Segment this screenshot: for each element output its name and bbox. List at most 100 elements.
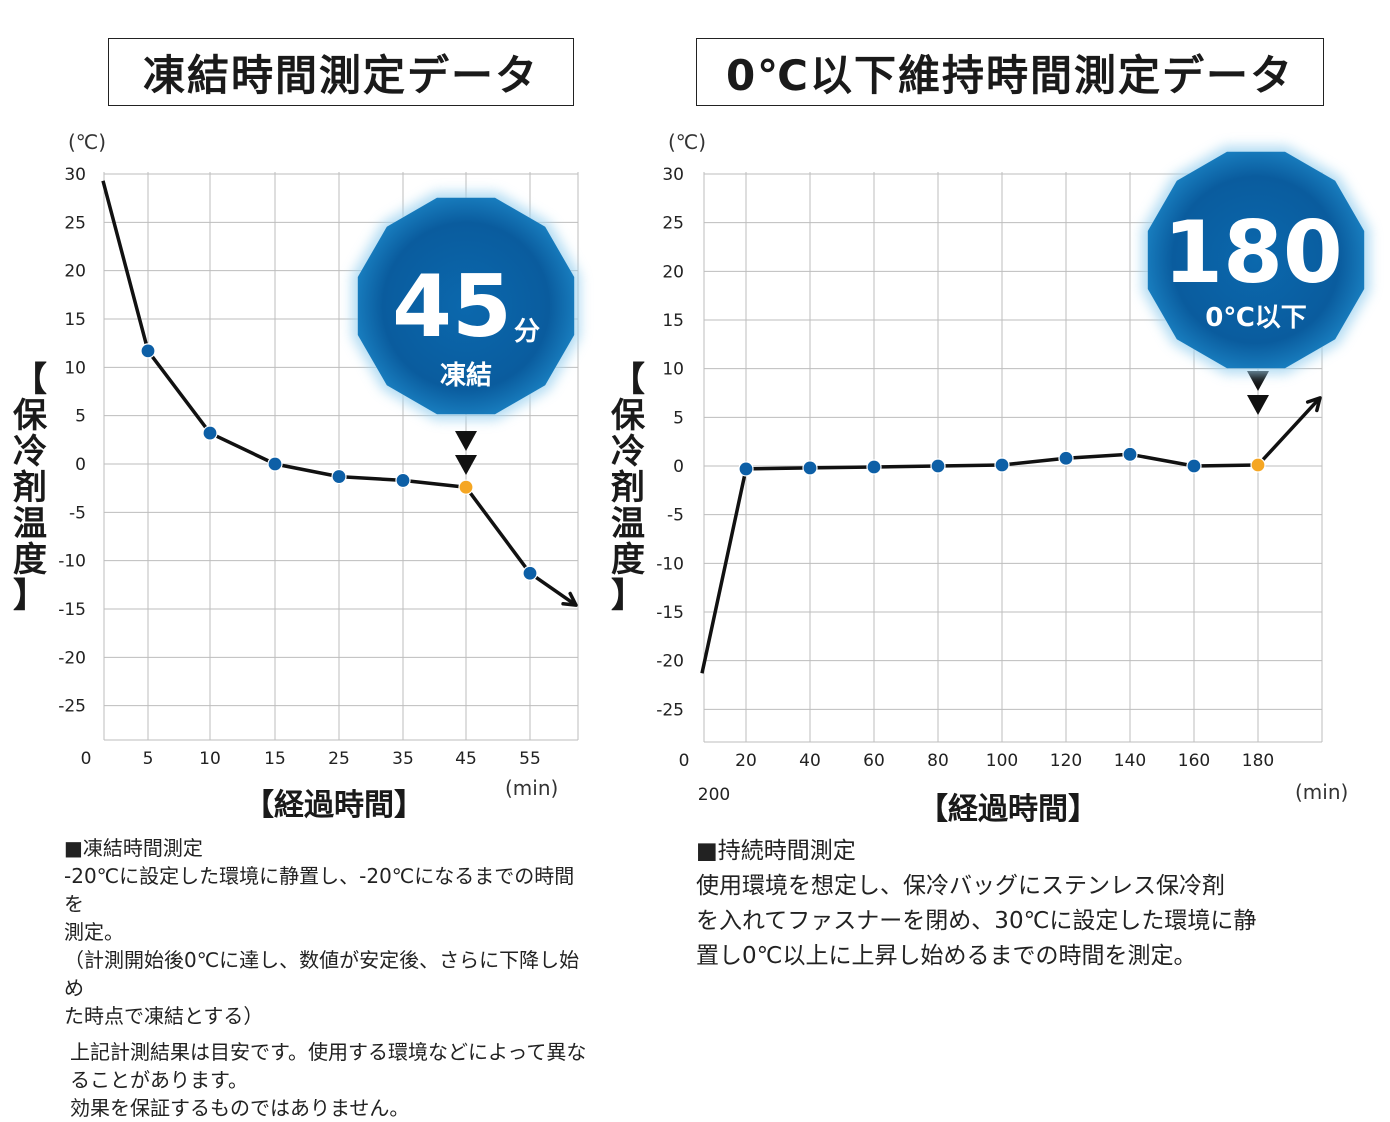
y-axis-title-char: 度 <box>611 540 645 580</box>
y-axis-title-char: 【 <box>611 360 645 400</box>
y-tick-label: -5 <box>69 503 86 523</box>
note-line: ■持続時間測定 <box>696 838 856 864</box>
down-triangle-icon <box>455 431 477 451</box>
y-tick-label: -5 <box>667 506 684 526</box>
x-unit-left: (min) <box>505 776 559 800</box>
data-point <box>738 461 754 477</box>
series-line <box>700 452 1259 674</box>
data-point <box>395 472 411 489</box>
down-triangle-icon <box>1247 371 1269 391</box>
x-tick-label: 55 <box>519 749 541 769</box>
badge-left-suffix: 分 <box>514 317 540 347</box>
note-line: -20℃に設定した環境に静置し、-20℃になるまでの時間を <box>64 864 575 916</box>
y-tick-label: -10 <box>656 554 684 574</box>
y-axis-title-char: 冷 <box>611 432 645 472</box>
x-unit-right: (min) <box>1295 780 1349 804</box>
y-tick-label: 25 <box>662 214 684 234</box>
x-tick-label: 100 <box>986 751 1018 771</box>
note-line: た時点で凍結とする） <box>64 1004 264 1028</box>
badge-left-label: 凍結 <box>440 360 492 391</box>
y-axis-title-char: 】 <box>611 576 645 616</box>
y-tick-label: -15 <box>58 600 86 620</box>
y-tick-label: -10 <box>58 552 86 572</box>
y-tick-label: 10 <box>64 358 86 378</box>
y-tick-label: 30 <box>64 165 86 185</box>
y-axis-title-char: 温 <box>611 504 645 544</box>
x-tick-label: 0 <box>81 749 92 769</box>
note-line: ■凍結時間測定 <box>64 836 203 860</box>
y-tick-label: 20 <box>64 262 86 282</box>
y-axis-title-char: 温 <box>13 504 47 544</box>
x-tick-label: 15 <box>264 749 286 769</box>
y-tick-label: 0 <box>673 457 684 477</box>
x-tick-label: 5 <box>143 749 154 769</box>
y-axis-title-char: 剤 <box>13 468 47 508</box>
note-line: ることがあります。 <box>70 1068 248 1092</box>
data-point <box>140 343 156 359</box>
note-line: 測定。 <box>64 920 124 944</box>
data-point <box>1122 446 1138 462</box>
note-line: を入れてファスナーを閉め、30℃に設定した環境に静 <box>696 908 1257 934</box>
down-triangle-icon <box>455 455 477 475</box>
x-tick-label: 120 <box>1050 751 1082 771</box>
data-point <box>930 458 946 474</box>
trend-arrow <box>561 591 578 607</box>
y-axis-title-char: 剤 <box>611 468 645 508</box>
y-tick-label: 5 <box>673 408 684 428</box>
y-tick-label: -15 <box>656 603 684 623</box>
note-freezing: ■凍結時間測定 -20℃に設定した環境に静置し、-20℃になるまでの時間を 測定… <box>64 834 594 1122</box>
y-unit-right: (℃) <box>668 130 707 154</box>
y-tick-label: -20 <box>58 648 86 668</box>
x-tick-label: 60 <box>863 751 885 771</box>
x-tick-label: 35 <box>392 749 414 769</box>
y-tick-label: 15 <box>662 311 684 331</box>
y-axis-title-char: 【 <box>13 360 47 400</box>
y-tick-label: -25 <box>58 697 86 717</box>
y-tick-label: 5 <box>75 407 86 427</box>
x-tick-label: 45 <box>455 749 477 769</box>
trend-line <box>529 571 577 607</box>
y-axis-title-char: 度 <box>13 540 47 580</box>
x-tick-label: 160 <box>1178 751 1210 771</box>
data-point <box>331 468 347 485</box>
note-line: 使用環境を想定し、保冷バッグにステンレス保冷剤 <box>696 873 1225 899</box>
note-duration: ■持続時間測定 使用環境を想定し、保冷バッグにステンレス保冷剤 を入れてファスナ… <box>696 834 1296 974</box>
data-point <box>267 456 283 472</box>
data-point <box>994 457 1010 473</box>
note-line: 置し0℃以上に上昇し始めるまでの時間を測定。 <box>696 943 1197 969</box>
y-unit-left: (℃) <box>68 130 107 154</box>
highlight-point <box>1250 457 1266 473</box>
chart-title-below-zero: 0℃以下維持時間測定データ <box>696 38 1324 106</box>
highlight-point <box>458 479 474 495</box>
y-tick-label: 30 <box>662 165 684 185</box>
badge-left <box>357 197 575 415</box>
badge-right-label: 0℃以下 <box>1205 303 1307 333</box>
y-axis-title-char: 】 <box>13 576 47 616</box>
y-tick-label: 10 <box>662 360 684 380</box>
x-tick-label: 10 <box>199 749 221 769</box>
y-axis-title-char: 保 <box>13 396 47 436</box>
data-point <box>522 565 538 581</box>
x-tick-label: 200 <box>698 785 730 805</box>
y-tick-label: 15 <box>64 310 86 330</box>
x-axis-title-right: 【経過時間】 <box>918 792 1098 827</box>
data-point <box>866 459 882 475</box>
y-tick-label: 25 <box>64 213 86 233</box>
badge-right <box>1147 151 1365 369</box>
y-tick-label: 0 <box>75 455 86 475</box>
trend-arrow <box>1305 396 1322 413</box>
data-point <box>1186 458 1202 474</box>
x-axis-title-left: 【経過時間】 <box>244 788 424 823</box>
chart-title-freezing: 凍結時間測定データ <box>108 38 574 106</box>
y-axis-title-char: 保 <box>611 396 645 436</box>
data-point <box>802 460 818 476</box>
trend-line <box>1256 396 1322 467</box>
y-tick-label: -25 <box>656 700 684 720</box>
series-line <box>101 180 532 575</box>
x-tick-label: 40 <box>799 751 821 771</box>
note-line: 上記計測結果は目安です。使用する環境などによって異な <box>70 1040 587 1064</box>
note-line: 効果を保証するものではありません。 <box>70 1096 410 1120</box>
badge-right-number: 180 <box>1163 203 1343 303</box>
data-point <box>202 425 218 441</box>
